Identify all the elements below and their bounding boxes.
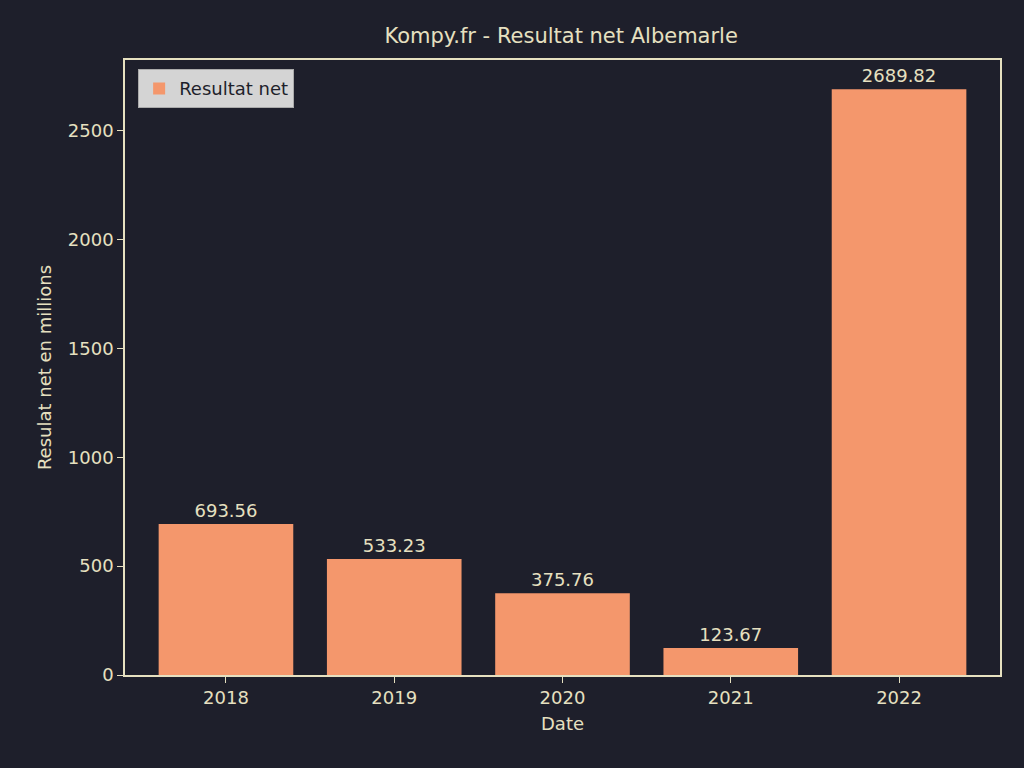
svg-text:375.76: 375.76 [531,569,594,590]
svg-text:Resulat net en millions: Resulat net en millions [34,265,55,470]
svg-text:2018: 2018 [203,687,249,708]
svg-text:2500: 2500 [68,120,114,141]
svg-text:0: 0 [102,664,113,685]
svg-text:2021: 2021 [708,687,754,708]
svg-text:2689.82: 2689.82 [862,65,936,86]
svg-text:2019: 2019 [371,687,417,708]
svg-text:1000: 1000 [68,447,114,468]
svg-text:533.23: 533.23 [363,535,426,556]
svg-text:2020: 2020 [540,687,586,708]
svg-text:1500: 1500 [68,338,114,359]
svg-text:2022: 2022 [876,687,922,708]
svg-text:123.67: 123.67 [699,624,762,645]
svg-text:693.56: 693.56 [194,500,257,521]
svg-text:500: 500 [79,555,113,576]
svg-text:Resultat net: Resultat net [179,78,288,99]
svg-text:2000: 2000 [68,229,114,250]
svg-text:Date: Date [541,713,584,734]
svg-text:Kompy.fr - Resultat net Albema: Kompy.fr - Resultat net Albemarle [384,24,737,48]
